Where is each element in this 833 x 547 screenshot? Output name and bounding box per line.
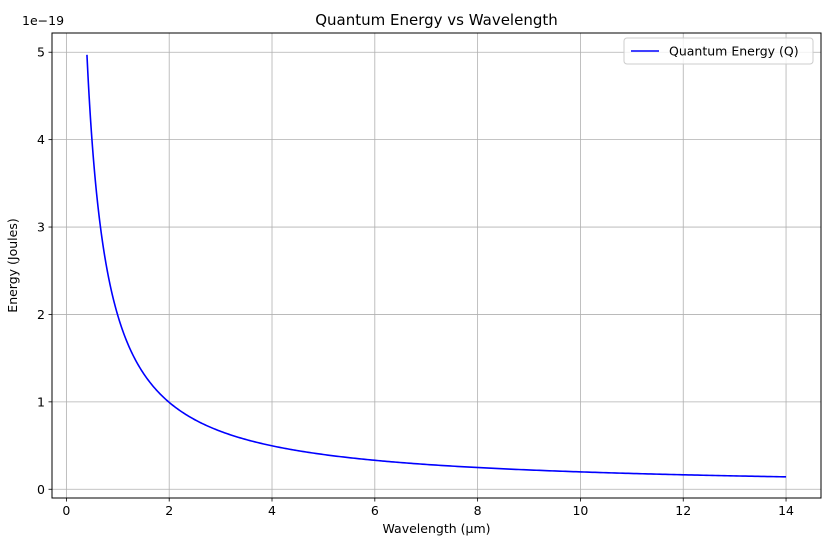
x-tick-label: 4: [268, 503, 276, 518]
x-tick-label: 14: [778, 503, 794, 518]
x-tick-label: 10: [572, 503, 588, 518]
y-tick-label: 3: [37, 220, 45, 235]
y-tick-label: 5: [37, 45, 45, 60]
legend: Quantum Energy (Q): [623, 37, 814, 65]
y-offset-label: 1e−19: [22, 13, 64, 28]
y-tick-label: 2: [37, 307, 45, 322]
y-tick-label: 1: [37, 394, 45, 409]
x-tick-label: 0: [62, 503, 70, 518]
legend-box: [623, 37, 814, 65]
legend-label: Quantum Energy (Q): [669, 44, 799, 59]
series-line: [86, 54, 787, 478]
y-axis-label: Energy (Joules): [5, 218, 20, 312]
y-tick-label: 4: [37, 132, 45, 147]
x-tick-label: 2: [165, 503, 173, 518]
x-tick-label: 8: [474, 503, 482, 518]
x-tick-label: 12: [675, 503, 691, 518]
x-tick-label: 6: [371, 503, 379, 518]
plot-frame: [51, 32, 822, 499]
x-axis-label: Wavelength (µm): [382, 521, 490, 536]
chart-title: Quantum Energy vs Wavelength: [315, 11, 558, 29]
y-tick-label: 0: [37, 482, 45, 497]
series-layer: [86, 54, 787, 478]
